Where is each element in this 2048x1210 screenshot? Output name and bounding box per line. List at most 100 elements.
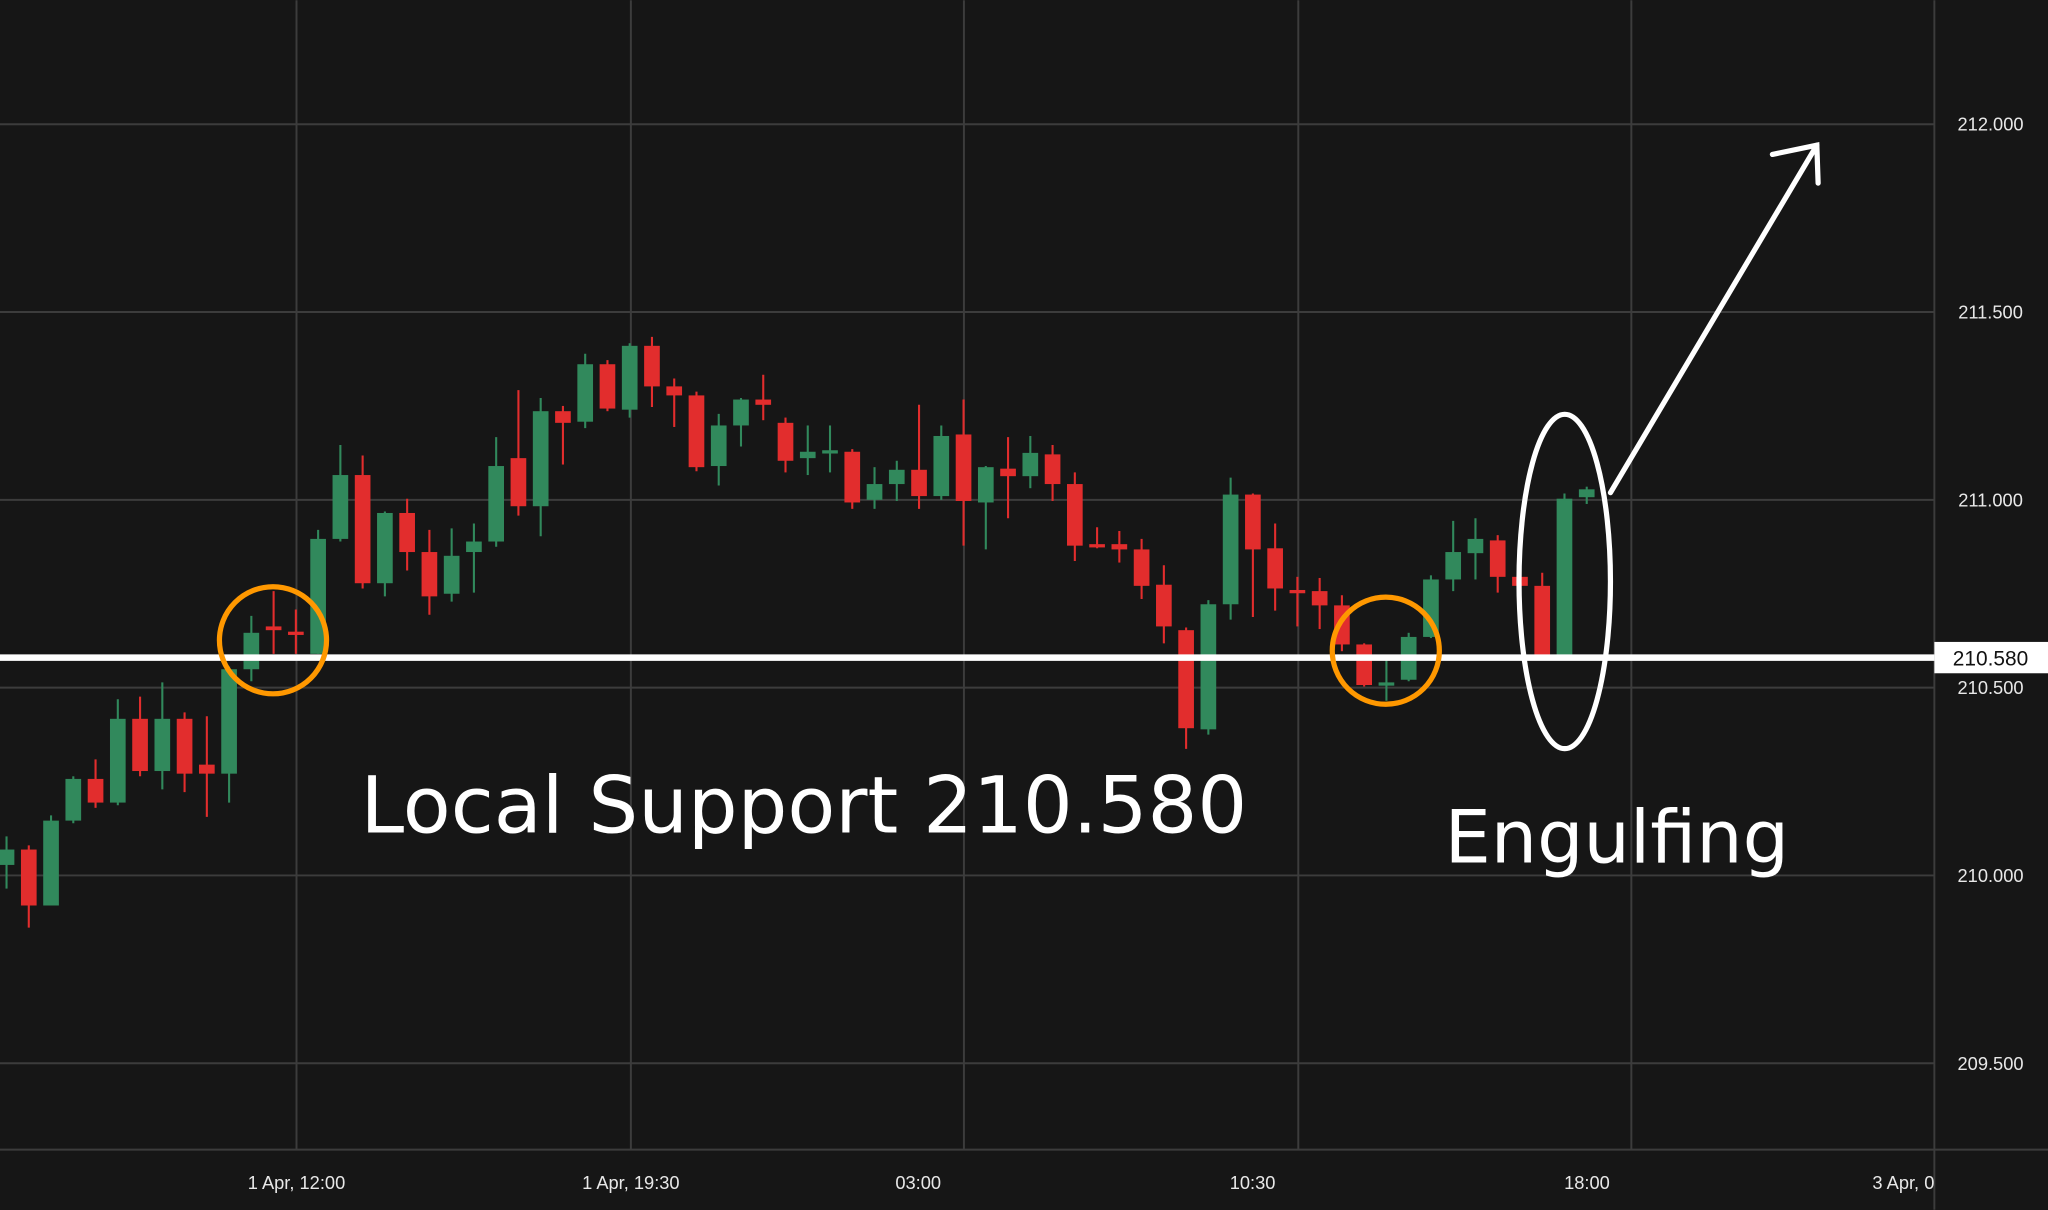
candle	[466, 523, 482, 593]
candle	[1000, 437, 1016, 519]
candle	[1578, 486, 1595, 504]
candle-body	[955, 434, 972, 501]
candle-body	[1578, 489, 1595, 498]
candle-body	[1445, 552, 1462, 580]
candle	[1289, 576, 1306, 627]
candle-body	[510, 458, 527, 507]
candle-body	[1044, 454, 1061, 485]
candle	[1556, 493, 1573, 658]
candle-body	[443, 555, 460, 594]
candle-body	[1267, 548, 1283, 589]
arrow-up-icon	[1607, 142, 1821, 496]
candle-body	[532, 411, 549, 507]
candle	[87, 759, 104, 808]
candle	[65, 776, 82, 824]
candle	[288, 609, 304, 654]
candle-body	[488, 466, 505, 542]
candle-body	[377, 512, 393, 584]
candle-body	[555, 411, 571, 423]
time-tick-label: 10:30	[1230, 1172, 1276, 1193]
candle-body	[1311, 591, 1328, 606]
candle-body	[621, 345, 638, 410]
candle-body	[65, 778, 82, 821]
candle-body	[1089, 544, 1105, 548]
candle	[844, 449, 861, 509]
candle-body	[688, 395, 705, 468]
candle-body	[1534, 585, 1551, 656]
candle-body	[1378, 682, 1395, 686]
candle	[1089, 527, 1105, 549]
candle-body	[199, 764, 215, 774]
candle-body	[733, 399, 749, 426]
candle	[710, 413, 727, 486]
candle	[1156, 565, 1172, 644]
candle	[555, 405, 571, 465]
candle	[488, 437, 505, 547]
candle	[733, 398, 749, 447]
candle-body	[666, 386, 683, 396]
candle-body	[20, 849, 37, 906]
time-tick-label: 1 Apr, 19:30	[582, 1172, 680, 1193]
candle	[577, 353, 594, 429]
support-annotation-text: Local Support 210.580	[360, 760, 1247, 851]
annotation-circle-retest-2	[1329, 594, 1442, 707]
candle	[1534, 572, 1551, 656]
candle-body	[332, 475, 349, 539]
candle	[421, 529, 438, 615]
candle	[265, 591, 282, 654]
candle	[799, 425, 816, 476]
candle-body	[109, 718, 126, 803]
candle-body	[1022, 452, 1039, 477]
candle-body	[243, 632, 260, 670]
support-price-tag: 210.580	[1934, 641, 2048, 674]
time-axis: 1 Apr, 12:00 1 Apr, 19:30 03:00 10:30 18:00 3…	[248, 1172, 1935, 1193]
candle	[1423, 575, 1439, 639]
time-tick-label: 18:00	[1564, 1172, 1610, 1193]
annotation-circle-retest-1	[216, 584, 330, 697]
candle	[755, 374, 772, 421]
candle	[621, 343, 638, 418]
candle-body	[1489, 540, 1506, 577]
candle	[1445, 520, 1462, 592]
candle	[221, 666, 237, 803]
annotation-ellipse-engulfing	[1516, 411, 1614, 752]
candle	[176, 712, 193, 793]
time-tick-label: 1 Apr, 12:00	[248, 1172, 346, 1193]
candle-body	[466, 541, 482, 553]
price-tick-label: 212.000	[1958, 114, 2024, 135]
candle	[154, 682, 171, 790]
candle-body	[1289, 589, 1306, 594]
candle	[399, 498, 415, 571]
candle	[1200, 600, 1217, 735]
candle-body	[87, 778, 104, 803]
candle-body	[866, 484, 883, 500]
candle	[43, 815, 59, 906]
support-tag-label: 210.580	[1953, 647, 2028, 670]
candle	[20, 845, 37, 928]
candle-body	[288, 631, 304, 635]
candle-body	[933, 435, 950, 497]
candle-body	[1423, 579, 1439, 637]
candle-body	[1467, 538, 1484, 554]
price-tick-label: 210.000	[1958, 865, 2024, 886]
candle-body	[132, 718, 148, 772]
candle	[1044, 444, 1061, 501]
time-tick-label: 03:00	[895, 1172, 941, 1193]
candle-body	[1556, 498, 1573, 656]
candle-body	[577, 364, 594, 422]
candle-body	[265, 626, 282, 631]
price-tick-label: 209.500	[1958, 1053, 2024, 1074]
candle-body	[1000, 468, 1016, 477]
candle	[532, 398, 549, 537]
candle-body	[154, 718, 171, 772]
candle-body	[43, 820, 59, 906]
candle	[1489, 535, 1506, 593]
candle	[955, 399, 972, 546]
candle-body	[1178, 630, 1194, 729]
candle	[310, 529, 326, 654]
candles	[0, 336, 1595, 928]
engulfing-annotation-text: Engulfing	[1445, 795, 1789, 880]
support-tag-background	[1934, 641, 2048, 674]
candle	[0, 836, 15, 889]
